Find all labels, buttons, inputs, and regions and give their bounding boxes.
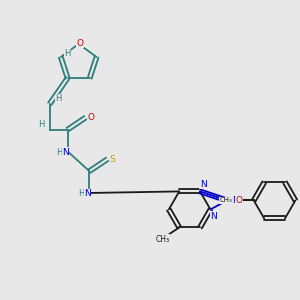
Text: S: S (109, 155, 115, 164)
Text: CH₃: CH₃ (219, 197, 232, 203)
Text: CH₃: CH₃ (155, 235, 170, 244)
Text: H: H (56, 148, 63, 157)
Text: O: O (88, 113, 95, 122)
Text: H: H (56, 94, 62, 103)
Text: H: H (64, 49, 71, 58)
Text: N: N (62, 148, 69, 157)
Text: O: O (76, 38, 83, 47)
Text: N: N (200, 180, 206, 189)
Text: N: N (84, 190, 91, 199)
Text: H: H (38, 120, 44, 129)
Text: H: H (78, 190, 85, 199)
Text: O: O (236, 196, 242, 205)
Text: N: N (232, 196, 239, 205)
Text: N: N (210, 212, 217, 221)
